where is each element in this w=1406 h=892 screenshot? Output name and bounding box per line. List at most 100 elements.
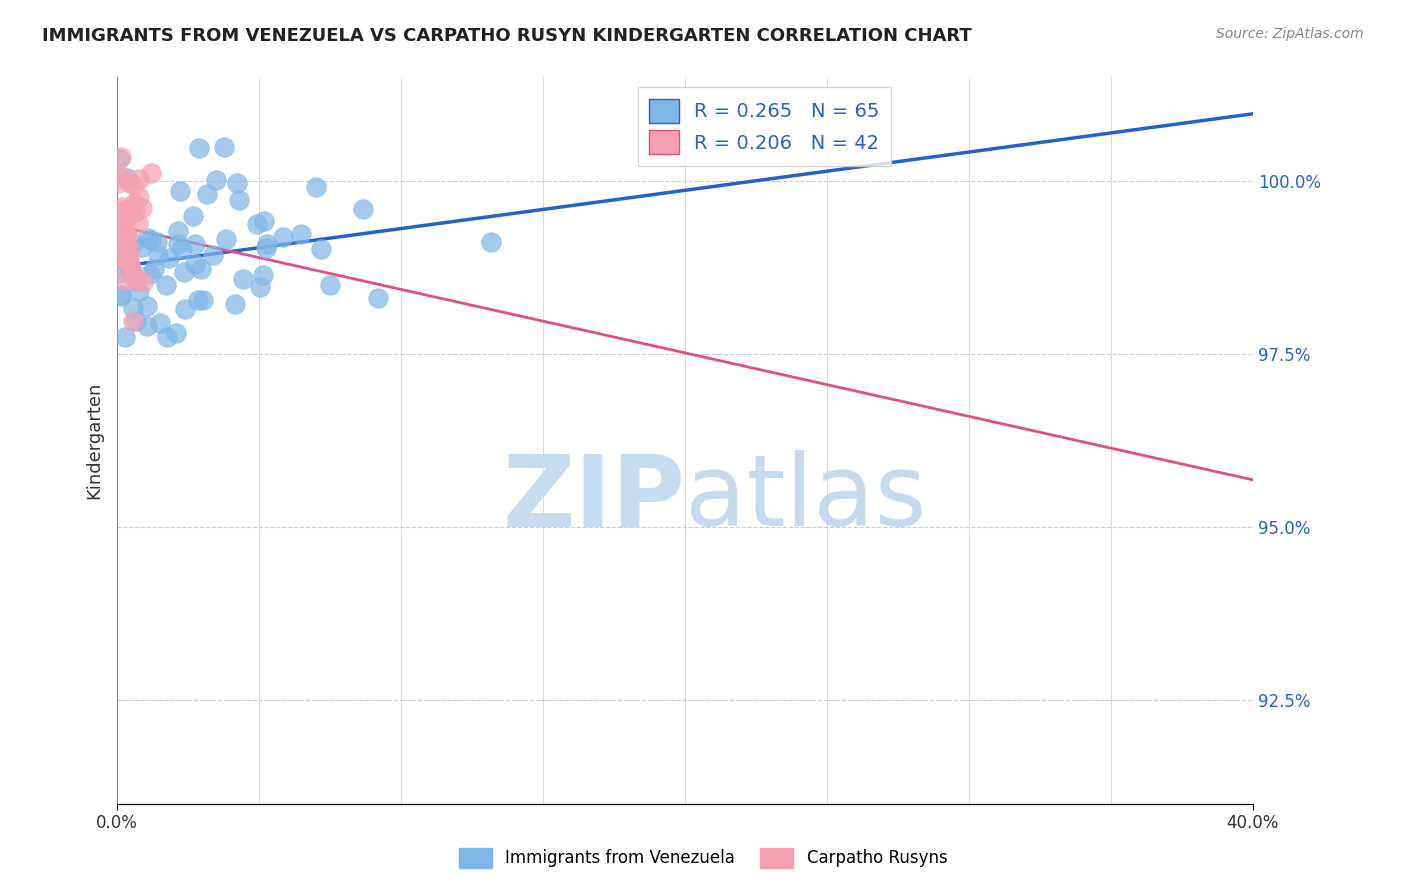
Point bbox=[181, 209, 204, 223]
Point bbox=[120, 264, 142, 278]
Point bbox=[157, 252, 180, 266]
Point bbox=[149, 316, 172, 330]
Point bbox=[169, 184, 191, 198]
Point bbox=[120, 262, 142, 277]
Point bbox=[117, 254, 139, 268]
Point bbox=[290, 227, 312, 241]
Point bbox=[271, 229, 294, 244]
Point bbox=[114, 229, 136, 244]
Point bbox=[309, 242, 332, 256]
Point bbox=[118, 255, 141, 269]
Point bbox=[122, 236, 145, 251]
Point bbox=[128, 172, 150, 186]
Text: IMMIGRANTS FROM VENEZUELA VS CARPATHO RUSYN KINDERGARTEN CORRELATION CHART: IMMIGRANTS FROM VENEZUELA VS CARPATHO RU… bbox=[42, 27, 972, 45]
Point bbox=[212, 139, 235, 153]
Point bbox=[117, 250, 139, 264]
Legend: Immigrants from Venezuela, Carpatho Rusyns: Immigrants from Venezuela, Carpatho Rusy… bbox=[451, 841, 955, 875]
Point bbox=[114, 273, 136, 287]
Point bbox=[110, 150, 132, 164]
Point bbox=[173, 265, 195, 279]
Point bbox=[114, 211, 136, 225]
Point bbox=[114, 243, 136, 257]
Point bbox=[115, 228, 138, 243]
Point bbox=[224, 297, 246, 311]
Point bbox=[117, 171, 139, 186]
Point bbox=[128, 284, 150, 298]
Point bbox=[305, 179, 328, 194]
Point bbox=[121, 200, 143, 214]
Point bbox=[122, 314, 145, 328]
Point bbox=[111, 234, 134, 248]
Point bbox=[124, 205, 146, 219]
Point bbox=[128, 189, 150, 203]
Point bbox=[110, 200, 132, 214]
Point bbox=[367, 291, 389, 305]
Point bbox=[120, 176, 142, 190]
Point bbox=[249, 280, 271, 294]
Point bbox=[201, 248, 224, 262]
Point bbox=[114, 216, 136, 230]
Point bbox=[136, 231, 159, 245]
Point bbox=[107, 211, 129, 226]
Point bbox=[183, 237, 205, 252]
Point bbox=[107, 153, 129, 167]
Point bbox=[156, 330, 179, 344]
Point bbox=[135, 319, 157, 334]
Point bbox=[132, 275, 155, 289]
Point bbox=[131, 201, 153, 215]
Point bbox=[191, 293, 214, 308]
Point bbox=[121, 301, 143, 316]
Point bbox=[108, 169, 131, 183]
Point bbox=[190, 262, 212, 277]
Point bbox=[127, 216, 149, 230]
Point bbox=[165, 326, 187, 341]
Point bbox=[479, 235, 502, 249]
Point bbox=[167, 224, 190, 238]
Point bbox=[107, 176, 129, 190]
Point bbox=[254, 240, 277, 254]
Point bbox=[120, 260, 142, 274]
Point bbox=[204, 172, 226, 186]
Point bbox=[173, 302, 195, 317]
Point bbox=[215, 232, 238, 246]
Point bbox=[110, 288, 132, 302]
Text: atlas: atlas bbox=[685, 450, 927, 548]
Point bbox=[245, 218, 267, 232]
Point bbox=[184, 257, 207, 271]
Point bbox=[141, 166, 163, 180]
Point bbox=[110, 252, 132, 266]
Point bbox=[319, 277, 342, 292]
Y-axis label: Kindergarten: Kindergarten bbox=[86, 382, 103, 500]
Point bbox=[118, 242, 141, 256]
Text: ZIP: ZIP bbox=[502, 450, 685, 548]
Point bbox=[146, 235, 169, 250]
Point bbox=[107, 205, 129, 219]
Point bbox=[114, 246, 136, 260]
Point bbox=[111, 219, 134, 233]
Point bbox=[148, 248, 170, 262]
Point bbox=[139, 267, 162, 281]
Point bbox=[352, 202, 374, 216]
Point bbox=[114, 251, 136, 265]
Point bbox=[143, 262, 166, 277]
Point bbox=[256, 236, 278, 251]
Point bbox=[155, 277, 177, 292]
Point bbox=[108, 266, 131, 280]
Point bbox=[131, 240, 153, 254]
Point bbox=[253, 214, 276, 228]
Point bbox=[122, 271, 145, 285]
Point bbox=[122, 178, 145, 193]
Point bbox=[125, 273, 148, 287]
Point bbox=[188, 140, 211, 154]
Point bbox=[112, 203, 135, 218]
Point bbox=[172, 242, 194, 256]
Point bbox=[228, 194, 250, 208]
Point bbox=[125, 274, 148, 288]
Point bbox=[136, 299, 159, 313]
Point bbox=[167, 236, 190, 251]
Point bbox=[187, 293, 209, 308]
Point bbox=[110, 222, 132, 236]
Point bbox=[110, 241, 132, 255]
Point bbox=[252, 268, 274, 282]
Legend: R = 0.265   N = 65, R = 0.206   N = 42: R = 0.265 N = 65, R = 0.206 N = 42 bbox=[638, 87, 891, 166]
